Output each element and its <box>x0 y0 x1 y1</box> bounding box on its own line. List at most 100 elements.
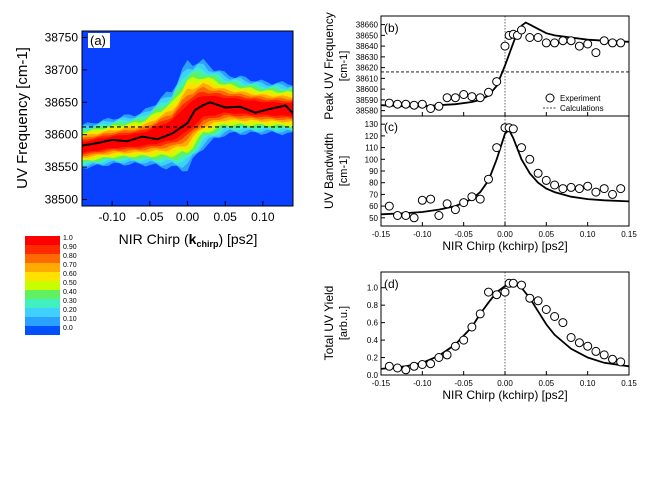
experiment-point <box>484 174 493 184</box>
panel-d: 0.0 0.2 0.4 0.6 0.8 1.0 -0.15 -0.10 -0.05 0.00 0.0… <box>322 271 637 402</box>
colorbar-swatch <box>25 263 60 272</box>
panel-d-label: (d) <box>384 277 399 291</box>
x-tick-label: 0.05 <box>539 230 555 239</box>
y-tick-label: 130 <box>365 120 379 129</box>
y-tick-label: 0.2 <box>367 354 379 363</box>
x-tick-label: -0.10 <box>98 210 126 224</box>
y-tick-label: 38640 <box>356 42 379 51</box>
colorbar-label: 0.70 <box>63 262 77 269</box>
colorbar-swatch <box>25 326 60 335</box>
panel-c-plot <box>381 116 629 226</box>
colorbar-label: 0.10 <box>63 316 77 323</box>
x-tick-label: -0.10 <box>413 230 432 239</box>
experiment-point <box>409 100 419 110</box>
experiment-point <box>533 168 543 178</box>
experiment-point <box>459 90 469 99</box>
xlabel-k: k <box>189 231 197 247</box>
panel-b-label: (b) <box>384 21 399 35</box>
colorbar-label: 0.90 <box>63 244 77 251</box>
panel-d-plot <box>381 272 629 375</box>
colorbar-label: 0.60 <box>63 271 77 278</box>
experiment-point <box>442 93 452 103</box>
experiment-point <box>517 143 526 153</box>
panel-a-axes: -0.10 -0.05 0.00 0.05 0.10 38500 38550 38600 386… <box>45 30 275 224</box>
experiment-point <box>384 201 394 211</box>
experiment-point <box>599 36 609 46</box>
experiment-point <box>608 354 617 364</box>
panel-d-ylabel-2: [arb.u.] <box>338 306 350 340</box>
x-tick-label: 0.10 <box>580 379 596 388</box>
experiment-point <box>492 290 502 300</box>
experiment-point <box>525 154 535 164</box>
colorbar-swatch <box>25 254 60 263</box>
experiment-point <box>599 184 609 194</box>
x-tick-label: 0.10 <box>580 230 596 239</box>
y-tick-label: 80 <box>369 179 378 188</box>
x-tick-label: -0.15 <box>372 230 391 239</box>
y-tick-label: 38600 <box>45 128 79 142</box>
colorbar-label: 0.20 <box>63 307 77 314</box>
experiment-point <box>533 296 543 306</box>
x-tick-label: -0.15 <box>372 379 391 388</box>
experiment-point <box>484 87 493 97</box>
experiment-point <box>393 99 402 109</box>
experiment-point <box>450 205 460 215</box>
experiment-point <box>541 38 551 48</box>
experiment-point <box>426 359 436 369</box>
x-tick-label: -0.10 <box>413 379 432 388</box>
experiment-point <box>583 39 593 49</box>
experiment-point <box>550 38 560 48</box>
panel-c-axes: 50 60 70 80 90 100 110 120 130 -0.15 -0.10 -0.05 0.0… <box>365 120 638 239</box>
y-tick-label: 100 <box>365 155 379 164</box>
y-tick-label: 38660 <box>356 21 379 30</box>
experiment-point <box>599 350 609 360</box>
y-tick-label: 38600 <box>356 85 379 94</box>
y-tick-label: 110 <box>365 144 378 153</box>
x-tick-label: 0.15 <box>621 379 637 388</box>
panel-b-legend: Experiment Calculations <box>543 93 604 113</box>
experiment-point <box>574 338 584 348</box>
panel-c-label: (c) <box>384 120 398 134</box>
experiment-point <box>591 346 601 356</box>
y-tick-label: 38700 <box>45 63 79 77</box>
experiment-point <box>475 194 485 204</box>
panel-d-ylabel-1: Total UV Yield <box>322 286 336 361</box>
experiment-point <box>591 48 601 58</box>
x-tick-label: 0.10 <box>251 210 275 224</box>
experiment-point <box>583 341 593 351</box>
panel-a-lines <box>82 101 293 147</box>
experiment-point <box>467 322 477 332</box>
panel-b-ylabel-1: Peak UV Frequency <box>322 12 336 119</box>
y-tick-label: 90 <box>369 167 378 176</box>
panel-d-axes: 0.0 0.2 0.4 0.6 0.8 1.0 -0.15 -0.10 -0.05 0.00 0.0… <box>367 284 637 388</box>
colorbar-label: 1.0 <box>63 235 73 242</box>
colorbar-swatch <box>25 281 60 290</box>
experiment-point <box>417 195 427 205</box>
experiment-point <box>525 33 535 42</box>
experiment-point <box>417 99 427 109</box>
experiment-point <box>384 361 394 371</box>
x-tick-label: 0.05 <box>213 210 237 224</box>
experiment-point <box>558 318 568 328</box>
experiment-point <box>467 92 477 102</box>
experiment-point <box>541 175 551 185</box>
y-tick-label: 0.8 <box>367 301 379 310</box>
x-tick-label: 0.00 <box>176 210 200 224</box>
y-tick-label: 50 <box>369 214 378 223</box>
y-tick-label: 38620 <box>356 64 379 73</box>
experiment-point <box>558 36 568 46</box>
experiment-point <box>517 25 526 35</box>
x-tick-label: -0.05 <box>455 230 474 239</box>
y-tick-label: 38580 <box>356 107 379 116</box>
experiment-point <box>616 357 626 367</box>
colorbar-label: 0.80 <box>63 253 77 260</box>
legend-experiment-label: Experiment <box>560 94 601 103</box>
experiment-point <box>566 333 576 342</box>
experiment-point <box>508 124 518 134</box>
y-tick-label: 38610 <box>356 74 379 83</box>
colorbar-label: 0.30 <box>63 298 77 305</box>
experiment-point <box>434 211 444 220</box>
